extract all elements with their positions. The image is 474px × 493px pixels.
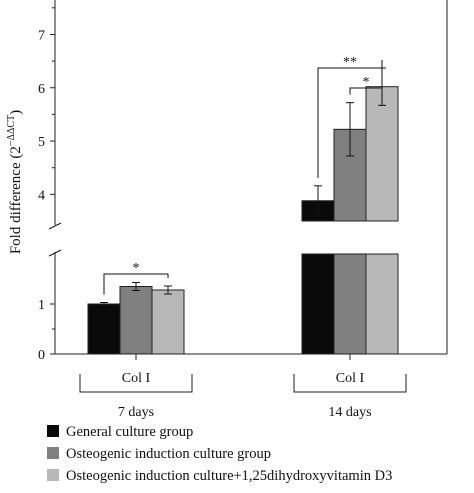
y-axis-label-superscript: −ΔΔCT <box>6 115 17 146</box>
y-tick-label: 1 <box>38 298 45 313</box>
legend-swatch <box>47 425 59 437</box>
group-bracket <box>79 374 193 393</box>
gene-label: Col I <box>336 371 365 386</box>
axis-break-mark-lower <box>48 249 62 257</box>
legend-entry: Osteogenic induction culture group <box>66 446 271 462</box>
significance-bracket <box>103 273 169 295</box>
bar <box>151 289 185 355</box>
bar <box>119 286 153 355</box>
significance-label: ** <box>343 55 357 70</box>
bar <box>333 253 367 355</box>
group-bracket <box>293 374 407 393</box>
bar <box>365 253 399 355</box>
significance-label: * <box>363 75 370 90</box>
significance-label: * <box>133 261 140 276</box>
y-axis-label: Fold difference (2−ΔΔCT) <box>6 110 24 254</box>
y-tick-label: 7 <box>38 28 45 43</box>
time-label: 7 days <box>118 405 154 420</box>
bar <box>301 253 335 355</box>
significance-bracket <box>349 60 383 95</box>
legend-swatch <box>47 469 59 481</box>
legend-entry: General culture group <box>66 424 193 440</box>
legend-entry: Osteogenic induction culture+1,25dihydro… <box>66 468 392 484</box>
axis-break-mark-upper <box>48 222 62 230</box>
bar <box>87 303 121 355</box>
y-axis-label-close: ) <box>8 110 24 115</box>
y-tick-label: 6 <box>38 82 45 97</box>
y-tick-label: 0 <box>38 348 45 363</box>
bar <box>365 86 399 222</box>
legend-swatch <box>47 447 59 459</box>
legend: General culture group Osteogenic inductio… <box>47 424 392 484</box>
y-axis-label-main: Fold difference (2 <box>8 146 24 254</box>
y-tick-label: 4 <box>38 188 45 203</box>
gene-label: Col I <box>122 371 151 386</box>
y-tick-label: 5 <box>38 135 45 150</box>
time-label: 14 days <box>328 405 371 420</box>
